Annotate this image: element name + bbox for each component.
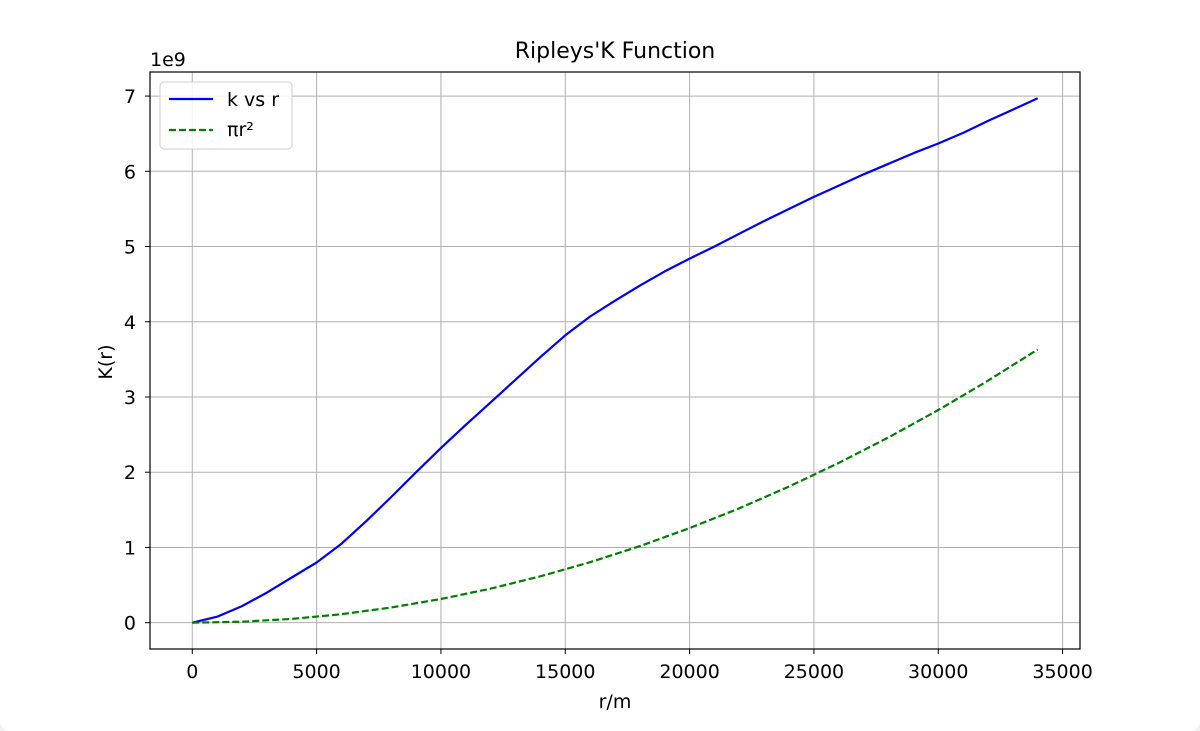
x-axis-label: r/m — [599, 691, 632, 713]
x-tick-label: 20000 — [659, 661, 719, 683]
legend-label-pi-r-squared: πr² — [227, 119, 254, 141]
y-axis-ticks: 0 1 2 3 4 5 6 7 — [124, 86, 150, 635]
y-tick-label: 1 — [124, 537, 136, 559]
legend: k vs r πr² — [159, 81, 293, 150]
y-tick-label: 7 — [124, 86, 136, 108]
y-tick-label: 6 — [124, 161, 136, 183]
y-tick-label: 3 — [124, 387, 136, 409]
x-tick-label: 35000 — [1032, 661, 1092, 683]
y-tick-label: 2 — [124, 462, 136, 484]
x-tick-label: 30000 — [908, 661, 968, 683]
x-tick-label: 25000 — [784, 661, 844, 683]
y-offset-text: 1e9 — [150, 49, 186, 71]
x-axis-ticks: 0 5000 10000 15000 20000 25000 30000 35000 — [186, 649, 1093, 683]
y-tick-label: 4 — [124, 312, 136, 334]
series-layer — [192, 97, 1039, 624]
series-line-k-vs-r — [192, 97, 1039, 624]
plot-frame — [149, 71, 1081, 650]
x-tick-label: 0 — [186, 661, 198, 683]
x-tick-label: 15000 — [535, 661, 595, 683]
series-line-pi-r-squared — [192, 348, 1039, 624]
y-tick-label: 5 — [124, 237, 136, 259]
grid — [150, 72, 1080, 649]
y-tick-label: 0 — [124, 613, 136, 635]
legend-label-k-vs-r: k vs r — [227, 89, 279, 111]
chart-title: Ripleys'K Function — [515, 39, 716, 64]
y-axis-label: K(r) — [95, 344, 117, 379]
x-tick-label: 5000 — [292, 661, 340, 683]
x-tick-label: 10000 — [411, 661, 471, 683]
